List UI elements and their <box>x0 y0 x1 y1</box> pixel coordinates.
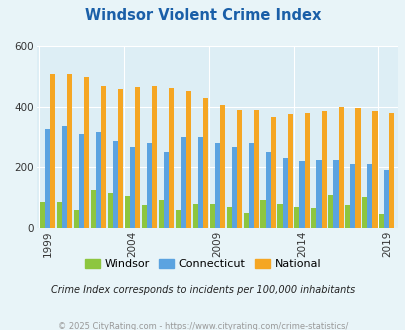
Bar <box>333 160 338 228</box>
Bar <box>50 74 55 228</box>
Bar <box>147 143 151 228</box>
Bar <box>338 107 343 228</box>
Bar <box>192 204 197 228</box>
Bar <box>287 114 292 228</box>
Bar <box>344 205 350 228</box>
Bar <box>350 164 355 228</box>
Bar <box>226 207 231 228</box>
Bar <box>168 88 173 228</box>
Bar <box>130 147 134 228</box>
Bar <box>294 207 299 228</box>
Bar <box>118 88 123 228</box>
Bar <box>236 110 241 228</box>
Bar <box>328 195 333 228</box>
Bar <box>265 152 270 228</box>
Bar <box>134 87 140 228</box>
Bar <box>248 143 253 228</box>
Bar <box>214 143 219 228</box>
Legend: Windsor, Connecticut, National: Windsor, Connecticut, National <box>80 255 325 274</box>
Bar <box>151 85 157 228</box>
Bar <box>107 193 113 228</box>
Bar <box>124 196 130 228</box>
Bar <box>277 204 282 228</box>
Bar <box>197 137 202 228</box>
Bar <box>67 74 72 228</box>
Bar <box>185 91 190 228</box>
Bar <box>270 117 275 228</box>
Bar <box>378 214 384 228</box>
Bar <box>355 108 360 228</box>
Bar <box>384 170 388 228</box>
Bar <box>96 131 101 228</box>
Bar <box>321 111 326 228</box>
Bar <box>202 98 207 228</box>
Bar <box>367 164 371 228</box>
Bar <box>219 106 224 228</box>
Bar <box>231 147 236 228</box>
Bar <box>113 142 118 228</box>
Bar <box>388 113 394 228</box>
Bar <box>79 134 84 228</box>
Bar <box>304 113 309 228</box>
Text: © 2025 CityRating.com - https://www.cityrating.com/crime-statistics/: © 2025 CityRating.com - https://www.city… <box>58 322 347 330</box>
Bar <box>260 200 265 228</box>
Bar <box>163 152 168 228</box>
Bar <box>62 126 67 228</box>
Bar <box>101 85 106 228</box>
Bar <box>299 161 304 228</box>
Text: Crime Index corresponds to incidents per 100,000 inhabitants: Crime Index corresponds to incidents per… <box>51 285 354 295</box>
Bar <box>84 77 89 228</box>
Bar <box>243 213 248 228</box>
Bar <box>209 204 214 228</box>
Bar <box>40 202 45 228</box>
Bar <box>141 205 147 228</box>
Bar <box>57 202 62 228</box>
Bar <box>74 210 79 228</box>
Text: Windsor Violent Crime Index: Windsor Violent Crime Index <box>85 8 320 23</box>
Bar <box>253 110 258 228</box>
Bar <box>311 208 315 228</box>
Bar <box>175 210 180 228</box>
Bar <box>45 129 50 228</box>
Bar <box>158 200 163 228</box>
Bar <box>91 190 96 228</box>
Bar <box>361 197 367 228</box>
Bar <box>282 158 287 228</box>
Bar <box>315 160 321 228</box>
Bar <box>180 137 185 228</box>
Bar <box>371 111 377 228</box>
